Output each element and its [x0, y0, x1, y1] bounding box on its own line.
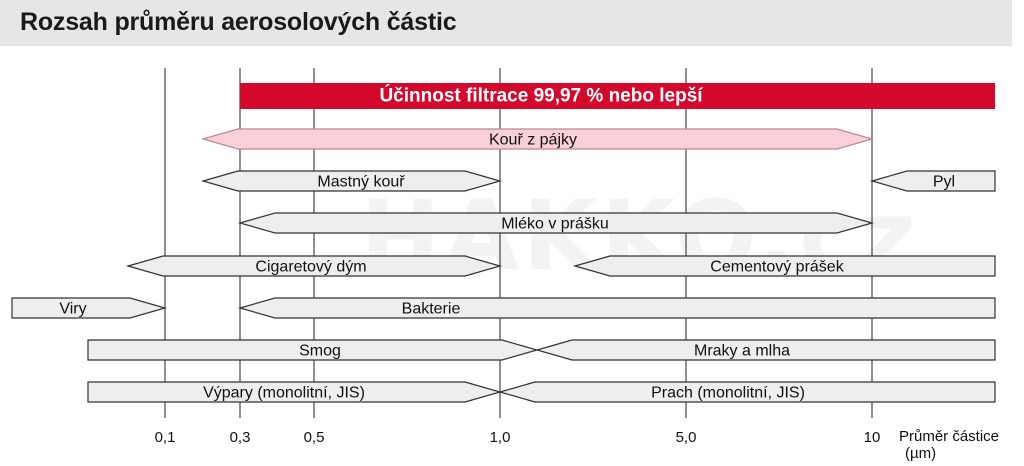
- range-bar-7: [11, 297, 168, 319]
- range-label-1: Kouř z pájky: [489, 132, 577, 149]
- tick-label-4: 5,0: [676, 429, 697, 446]
- range-label-0: Účinnost filtrace 99,97 % nebo lepší: [379, 85, 703, 107]
- title-bar: Rozsah průměru aerosolových částic: [0, 0, 1012, 46]
- tick-label-0: 0,1: [155, 429, 176, 446]
- range-label-4: Mléko v prášku: [501, 216, 609, 233]
- tick-label-3: 1,0: [490, 429, 511, 446]
- range-bar-8: [237, 297, 996, 319]
- range-label-11: Výpary (monolitní, JIS): [203, 385, 365, 402]
- range-label-10: Mraky a mlha: [694, 343, 790, 360]
- range-label-5: Cigaretový dým: [255, 259, 366, 276]
- range-label-7: Viry: [59, 301, 86, 318]
- x-axis-label: Průměr částice (µm): [899, 428, 999, 462]
- range-label-2: Mastný kouř: [317, 174, 405, 191]
- tick-label-1: 0,3: [230, 429, 251, 446]
- tick-label-2: 0,5: [304, 429, 325, 446]
- tick-label-5: 10: [864, 429, 881, 446]
- range-bar-11: [87, 381, 503, 403]
- range-bar-3: [869, 170, 996, 192]
- range-bar-12: [497, 381, 996, 403]
- range-bar-1: [200, 128, 875, 150]
- range-label-3: Pyl: [933, 174, 955, 191]
- range-bar-9: [87, 339, 540, 361]
- range-bar-0: [240, 83, 995, 109]
- range-bar-4: [237, 212, 875, 234]
- range-label-12: Prach (monolitní, JIS): [651, 385, 805, 402]
- range-bar-2: [200, 170, 503, 192]
- range-label-9: Smog: [299, 343, 341, 360]
- range-bar-6: [572, 255, 996, 277]
- page-title: Rozsah průměru aerosolových částic: [20, 8, 457, 36]
- range-label-6: Cementový prášek: [710, 259, 844, 276]
- range-bar-10: [534, 339, 996, 361]
- range-label-8: Bakterie: [402, 301, 461, 318]
- range-bar-5: [125, 255, 503, 277]
